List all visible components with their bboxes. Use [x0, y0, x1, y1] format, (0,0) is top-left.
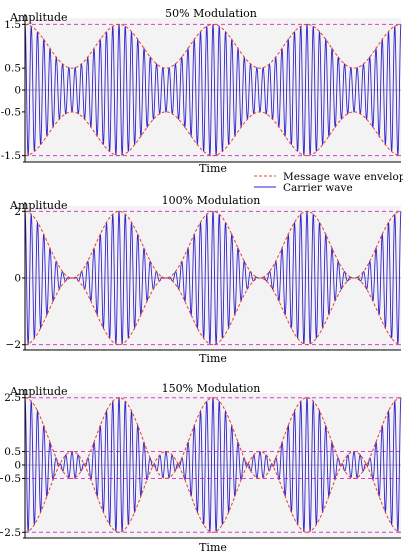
y-tick-label: 0 [14, 460, 21, 472]
legend: Message wave envelope Carrier wave [254, 171, 403, 194]
chart-panel: 1.5 0.5 0 -0.5 -1.5 50% Modulation Amplitude Ti… [1, 7, 402, 175]
y-tick-label: −2.5 [0, 527, 21, 539]
chart-title: 150% Modulation [162, 382, 261, 395]
chart-title: 50% Modulation [165, 7, 257, 20]
envelope-lower-line [24, 451, 402, 533]
envelope-upper-line [24, 23, 402, 69]
y-tick-label: 0.5 [4, 446, 21, 458]
y-tick-label: 0 [14, 273, 21, 285]
y-tick-label: 0 [14, 85, 21, 97]
y-tick-label: −0.5 [0, 473, 21, 485]
y-tick-label: -0.5 [1, 106, 21, 118]
y-tick-label: -1.5 [1, 150, 21, 162]
y-tick-label: 0.5 [4, 63, 21, 75]
envelope-lower-line [24, 277, 402, 346]
chart-panel: 2 0 −2 100% Modulation Amplitude Time [6, 194, 402, 365]
y-axis-label: Amplitude [9, 385, 68, 398]
x-axis-label: Time [199, 352, 227, 365]
legend-carrier-label: Carrier wave [283, 182, 353, 194]
x-axis-label: Time [199, 162, 227, 175]
envelope-upper-line [24, 397, 402, 479]
legend-envelope-label: Message wave envelope [283, 171, 403, 183]
y-axis-label: Amplitude [9, 11, 68, 24]
chart-title: 100% Modulation [162, 194, 261, 207]
y-axis-label: Amplitude [9, 199, 68, 212]
envelope-upper-line [24, 210, 402, 279]
y-tick-label: 1.5 [4, 19, 21, 31]
chart-panel: 2.5 0.5 0−0.5 −2.5 150% Modulation Amplitude T… [0, 382, 402, 554]
x-axis-label: Time [199, 541, 227, 554]
envelope-lower-line [24, 111, 402, 157]
y-tick-label: 2.5 [4, 392, 21, 404]
y-tick-label: −2 [6, 339, 21, 351]
y-tick-label: 2 [14, 206, 21, 218]
